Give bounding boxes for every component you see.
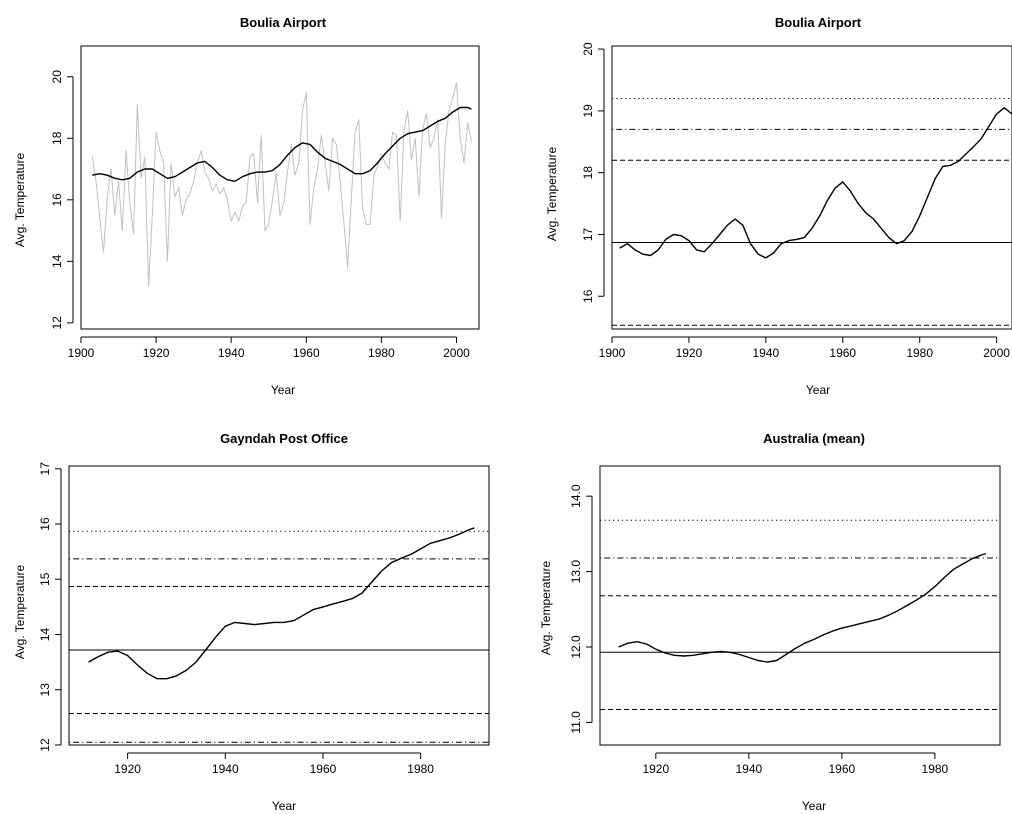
y-axis-label: Avg. Temperature [545, 147, 559, 242]
x-axis-label: Year [272, 799, 296, 813]
y-tick-label: 13.0 [569, 560, 583, 584]
y-tick-label: 14 [38, 628, 52, 642]
x-tick-label: 1920 [642, 762, 669, 776]
plot-area [69, 527, 489, 743]
y-tick-label: 13 [38, 683, 52, 697]
panel-boulia-airport-raw: Boulia Airport Year Avg. Temperature 190… [13, 15, 480, 397]
chart-title: Gayndah Post Office [220, 431, 348, 446]
x-tick-label: 1900 [68, 346, 95, 360]
x-tick-label: 1960 [293, 346, 320, 360]
y-tick-label: 16 [50, 193, 64, 207]
y-tick-label: 11.0 [569, 711, 583, 734]
y-tick-label: 20 [581, 42, 595, 56]
y-tick-label: 12.0 [569, 635, 583, 659]
smoothed-temperature-series [92, 106, 472, 183]
y-tick-label: 12 [50, 316, 64, 330]
y-tick-label: 18 [581, 166, 595, 180]
x-tick-label: 1960 [310, 762, 337, 776]
y-axis-label: Avg. Temperature [539, 561, 553, 656]
y-tick-label: 19 [581, 104, 595, 118]
plot-area [91, 82, 472, 287]
y-tick-label: 12 [38, 738, 52, 752]
y-tick-label: 14 [50, 254, 64, 268]
chart-title: Boulia Airport [240, 15, 327, 30]
y-axis-label: Avg. Temperature [13, 565, 27, 660]
y-tick-label: 17 [581, 227, 595, 241]
x-tick-label: 1960 [829, 346, 856, 360]
y-tick-label: 15 [38, 572, 52, 586]
chart-title: Boulia Airport [775, 15, 862, 30]
smoothed-temperature-series [618, 552, 987, 663]
x-axis-label: Year [806, 383, 830, 397]
y-tick-label: 18 [50, 131, 64, 145]
x-tick-label: 1920 [114, 762, 141, 776]
y-tick-label: 16 [38, 517, 52, 531]
y-tick-label: 17 [38, 462, 52, 476]
x-axis-label: Year [802, 799, 826, 813]
x-tick-label: 1900 [599, 346, 626, 360]
x-tick-label: 2000 [443, 346, 470, 360]
y-tick-label: 16 [581, 289, 595, 303]
chart-title: Australia (mean) [763, 431, 865, 446]
x-tick-label: 1980 [368, 346, 395, 360]
x-tick-label: 1980 [407, 762, 434, 776]
smoothed-temperature-series [88, 527, 475, 680]
x-tick-label: 1960 [829, 762, 856, 776]
panel-boulia-airport-bands: Boulia Airport Year Avg. Temperature 190… [545, 15, 1012, 397]
plot-frame [68, 465, 490, 746]
x-tick-label: 1940 [735, 762, 762, 776]
plot-frame [611, 45, 1012, 330]
plot-area [612, 98, 1012, 326]
panel-australia-mean: Australia (mean) Year Avg. Temperature 1… [539, 431, 1001, 813]
smoothed-temperature-series [619, 107, 1012, 259]
y-axis-label: Avg. Temperature [13, 153, 27, 248]
plot-frame [80, 45, 480, 330]
x-tick-label: 1920 [143, 346, 170, 360]
x-tick-label: 1940 [212, 762, 239, 776]
x-tick-label: 1940 [752, 346, 779, 360]
plot-area [600, 519, 1000, 711]
x-tick-label: 1980 [906, 346, 933, 360]
x-axis-label: Year [271, 383, 295, 397]
panel-gayndah-post-office: Gayndah Post Office Year Avg. Temperatur… [13, 431, 490, 813]
y-tick-label: 20 [50, 70, 64, 84]
x-tick-label: 1940 [218, 346, 245, 360]
x-tick-label: 2000 [983, 346, 1010, 360]
x-tick-label: 1920 [676, 346, 703, 360]
raw-temperature-series [91, 82, 472, 287]
x-tick-label: 1980 [922, 762, 949, 776]
y-tick-label: 14.0 [569, 484, 583, 508]
plot-frame [599, 465, 1001, 746]
